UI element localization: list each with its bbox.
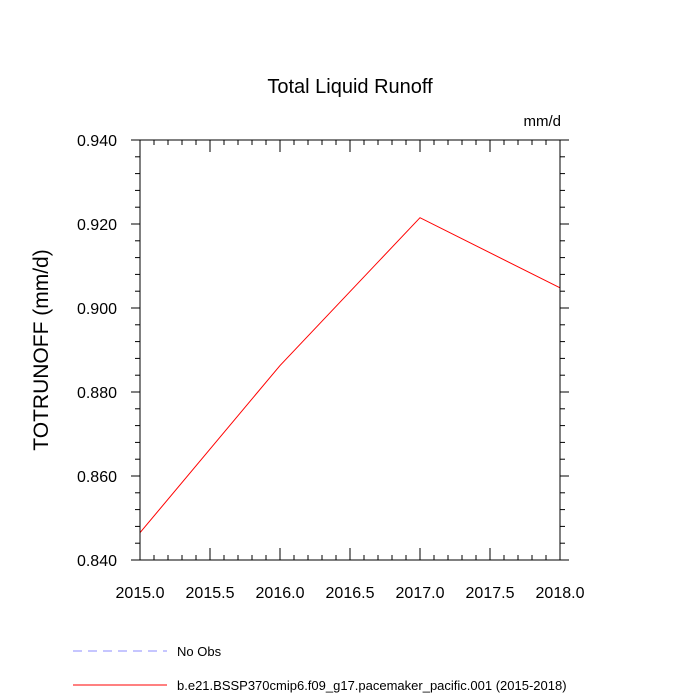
x-tick-label: 2017.5	[466, 585, 515, 602]
y-tick-label: 0.880	[77, 385, 117, 402]
y-tick-label: 0.900	[77, 301, 117, 318]
series-layer	[139, 217, 561, 534]
y-tick-label: 0.920	[77, 217, 117, 234]
chart-title: Total Liquid Runoff	[267, 76, 433, 98]
x-tick-label: 2015.5	[186, 585, 235, 602]
x-tick-labels: 2015.0 2015.5 2016.0 2016.5 2017.0 2017.5 2018…	[116, 585, 585, 602]
legend: No Obs b.e21.BSSP370cmip6.f09_g17.pacemak…	[73, 644, 567, 693]
units-label: mm/d	[524, 113, 562, 130]
legend-label: b.e21.BSSP370cmip6.f09_g17.pacemaker_pac…	[177, 678, 567, 693]
legend-entry: No Obs	[73, 644, 222, 659]
y-axis-label: TOTRUNOFF (mm/d)	[30, 249, 53, 450]
legend-label: No Obs	[177, 644, 222, 659]
y-tick-labels: 0.840 0.860 0.880 0.900 0.920 0.940	[77, 133, 117, 570]
x-tick-label: 2016.0	[256, 585, 305, 602]
axis-ticks	[131, 139, 569, 561]
legend-entry: b.e21.BSSP370cmip6.f09_g17.pacemaker_pac…	[73, 678, 567, 693]
y-tick-label: 0.940	[77, 133, 117, 150]
x-tick-label: 2017.0	[396, 585, 445, 602]
x-tick-label: 2018.0	[536, 585, 585, 602]
y-tick-label: 0.840	[77, 553, 117, 570]
y-tick-label: 0.860	[77, 469, 117, 486]
plot-frame	[139, 139, 561, 561]
x-tick-label: 2015.0	[116, 585, 165, 602]
x-tick-label: 2016.5	[326, 585, 375, 602]
series-line	[139, 217, 561, 534]
